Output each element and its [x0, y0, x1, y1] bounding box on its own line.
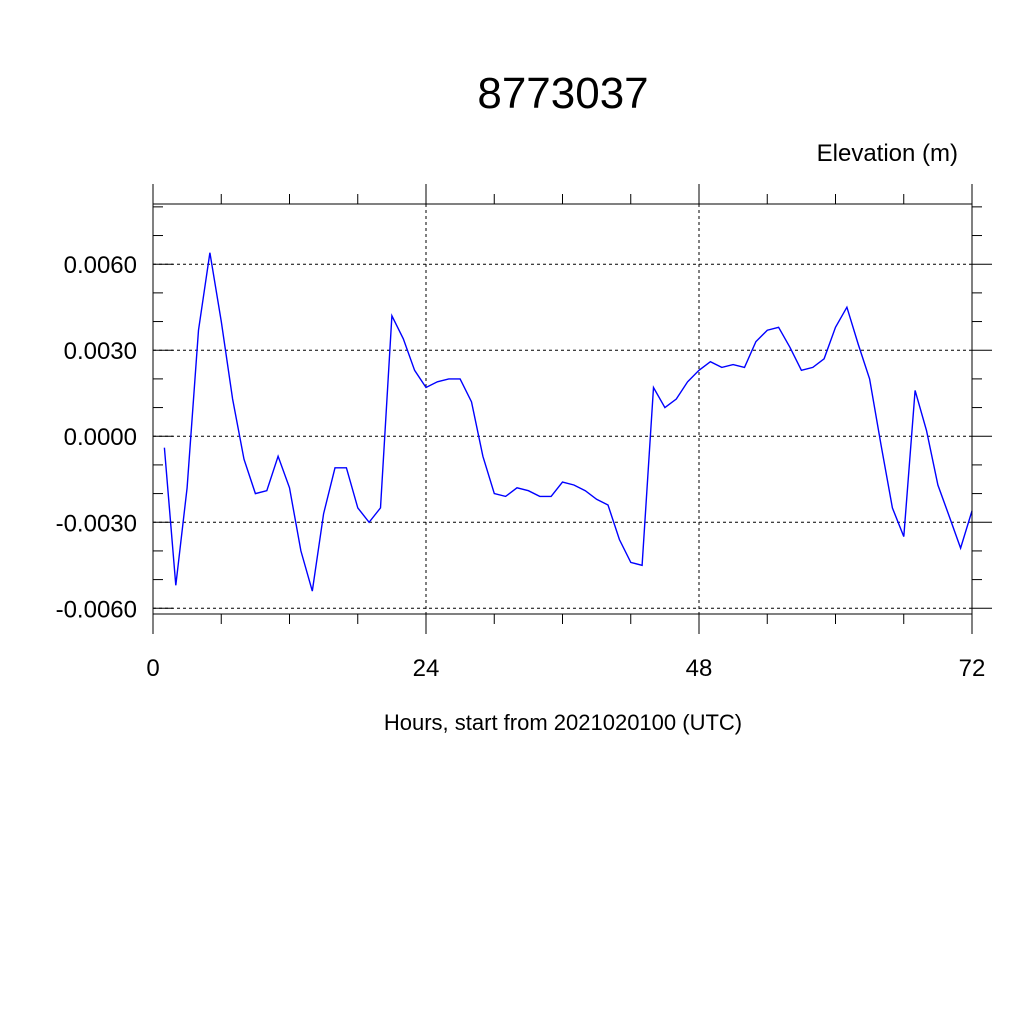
- tick-labels: -0.0060 -0.0030 0.0000 0.0030 0.0060 0 24 48 72: [56, 252, 986, 682]
- y-tick-label: 0.0060: [64, 252, 137, 279]
- plot-frame: [152, 203, 973, 615]
- y-tick-label: 0.0030: [64, 338, 137, 365]
- chart-title: 8773037: [477, 69, 648, 118]
- y-tick-label: -0.0060: [56, 596, 137, 623]
- ticks: [152, 184, 992, 634]
- x-tick-label: 0: [146, 655, 159, 682]
- y-tick-label: 0.0000: [64, 424, 137, 451]
- y-tick-label: -0.0030: [56, 510, 137, 537]
- x-tick-label: 24: [413, 655, 440, 682]
- grid: [153, 204, 972, 614]
- x-tick-label: 48: [686, 655, 713, 682]
- plot-border: [152, 203, 973, 615]
- x-tick-label: 72: [959, 655, 986, 682]
- x-axis-label: Hours, start from 2021020100 (UTC): [384, 710, 742, 735]
- y-axis-label: Elevation (m): [817, 140, 958, 167]
- series-layer: [163, 252, 973, 592]
- series-line: [163, 252, 973, 592]
